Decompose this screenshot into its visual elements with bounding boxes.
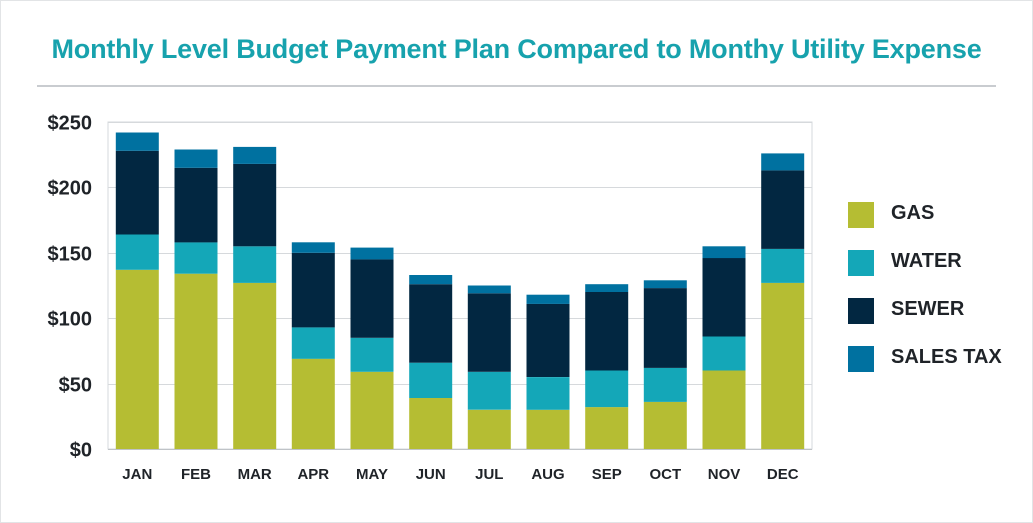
bar-sales-tax-sep <box>585 284 629 292</box>
bar-gas-may <box>350 371 394 449</box>
bar-sewer-aug <box>526 303 570 377</box>
bar-water-jan <box>115 234 159 270</box>
bar-sales-tax-jan <box>115 132 159 151</box>
bar-sales-tax-nov <box>702 246 746 259</box>
bar-water-mar <box>233 246 277 283</box>
x-tick-label: DEC <box>767 466 799 483</box>
x-tick-label: FEB <box>181 466 211 483</box>
x-tick-label: OCT <box>649 466 681 483</box>
legend-swatch <box>848 346 874 372</box>
bar-sales-tax-dec <box>761 153 805 171</box>
bar-water-apr <box>291 327 335 359</box>
bar-sewer-jul <box>467 293 511 372</box>
plot-area <box>107 121 813 450</box>
bar-water-jul <box>467 371 511 410</box>
bar-sales-tax-jul <box>467 285 511 294</box>
legend-swatch <box>848 250 874 276</box>
bar-sewer-dec <box>761 170 805 249</box>
legend-swatch <box>848 202 874 228</box>
bar-water-dec <box>761 248 805 283</box>
bar-sales-tax-feb <box>174 149 218 168</box>
x-tick-label: AUG <box>531 466 564 483</box>
bar-sewer-nov <box>702 258 746 337</box>
bar-gas-jun <box>409 398 453 449</box>
y-tick-label: $200 <box>48 178 93 200</box>
chart-title: Monthly Level Budget Payment Plan Compar… <box>51 34 982 64</box>
bar-gas-jan <box>115 269 159 449</box>
legend-label: WATER <box>891 250 962 272</box>
y-tick-label: $150 <box>48 244 93 266</box>
y-tick-label: $250 <box>48 113 93 135</box>
bar-sewer-mar <box>233 163 277 247</box>
legend-label: GAS <box>891 202 935 224</box>
x-tick-label: APR <box>297 466 329 483</box>
bar-gas-oct <box>643 401 687 449</box>
legend-label: SALES TAX <box>891 346 1002 368</box>
bar-gas-sep <box>585 407 629 449</box>
legend-swatch <box>848 298 874 324</box>
bar-water-feb <box>174 242 218 274</box>
bar-water-sep <box>585 370 629 408</box>
title-divider <box>37 85 996 87</box>
bar-sales-tax-mar <box>233 146 277 164</box>
y-tick-label: $50 <box>59 375 92 397</box>
x-tick-label: MAY <box>356 466 388 483</box>
bar-water-may <box>350 337 394 372</box>
bar-sewer-apr <box>291 252 335 328</box>
y-tick-label: $0 <box>70 440 92 462</box>
bar-sales-tax-jun <box>409 275 453 285</box>
bar-sewer-may <box>350 259 394 338</box>
bar-sewer-feb <box>174 167 218 243</box>
x-tick-label: JUN <box>416 466 446 483</box>
bar-water-oct <box>643 367 687 402</box>
bar-gas-apr <box>291 358 335 449</box>
x-tick-label: JUL <box>475 466 503 483</box>
bar-gas-aug <box>526 409 570 449</box>
bar-gas-mar <box>233 282 277 449</box>
bar-gas-jul <box>467 409 511 449</box>
bar-sales-tax-oct <box>643 280 687 289</box>
legend-label: SEWER <box>891 298 965 320</box>
x-tick-label: NOV <box>708 466 741 483</box>
bar-water-nov <box>702 336 746 371</box>
bar-sewer-sep <box>585 292 629 371</box>
x-tick-label: SEP <box>592 466 622 483</box>
bar-gas-dec <box>761 282 805 449</box>
bar-sewer-jun <box>409 284 453 363</box>
bar-water-jun <box>409 362 453 398</box>
bar-sewer-oct <box>643 288 687 368</box>
bar-sales-tax-apr <box>291 242 335 253</box>
bar-sewer-jan <box>115 150 159 235</box>
bar-water-aug <box>526 377 570 410</box>
bar-gas-nov <box>702 370 746 449</box>
bar-sales-tax-aug <box>526 294 570 304</box>
bar-sales-tax-may <box>350 247 394 260</box>
x-tick-label: JAN <box>122 466 152 483</box>
x-tick-label: MAR <box>238 466 272 483</box>
bar-gas-feb <box>174 273 218 449</box>
y-tick-label: $100 <box>48 309 93 331</box>
